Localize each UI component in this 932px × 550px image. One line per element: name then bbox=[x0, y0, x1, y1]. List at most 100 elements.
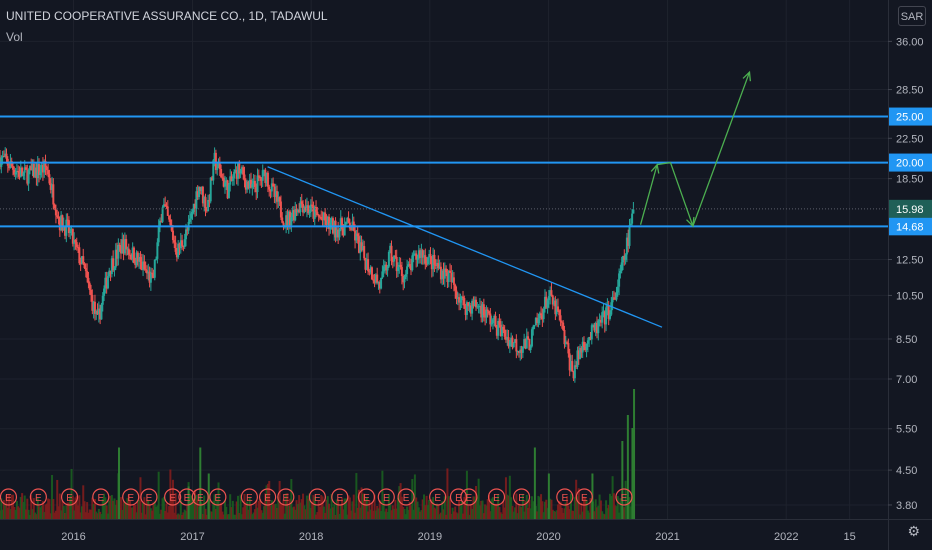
candle-body bbox=[395, 256, 398, 272]
volume-bar bbox=[204, 508, 207, 519]
volume-bar bbox=[138, 499, 141, 519]
volume-bar bbox=[173, 512, 176, 519]
volume-bar bbox=[403, 508, 406, 519]
earnings-circle bbox=[0, 488, 18, 506]
candle-body bbox=[294, 209, 297, 221]
candle-body bbox=[419, 250, 422, 258]
volume-bar bbox=[543, 501, 546, 519]
candle-body bbox=[514, 339, 517, 343]
volume-bar bbox=[529, 508, 532, 519]
volume-bar bbox=[359, 507, 362, 519]
candle-body bbox=[611, 297, 614, 303]
candle-body bbox=[370, 267, 373, 280]
candle-body bbox=[299, 201, 302, 213]
volume-bar bbox=[201, 514, 204, 519]
volume-bar bbox=[234, 514, 237, 519]
candle-body bbox=[88, 283, 91, 290]
volume-bar bbox=[395, 508, 398, 519]
candle-body bbox=[268, 186, 271, 190]
candle-body bbox=[84, 268, 87, 272]
volume-bar bbox=[490, 498, 493, 519]
drawings[interactable] bbox=[0, 70, 888, 328]
volume-bar bbox=[8, 494, 11, 519]
projection-arrow-head bbox=[686, 217, 695, 228]
candle-body bbox=[5, 153, 8, 159]
currency-button[interactable]: SAR bbox=[898, 6, 926, 26]
volume-bar bbox=[135, 512, 138, 519]
y-tick-label: 12.50 bbox=[896, 254, 924, 266]
candle-body bbox=[234, 169, 237, 172]
time-axis[interactable]: 2016 2017 2018 2019 2020 2021 2022 15 bbox=[0, 519, 932, 544]
candle-body bbox=[307, 205, 310, 214]
earnings-label: E bbox=[146, 493, 153, 504]
volume-bar bbox=[312, 495, 315, 519]
price-axis[interactable]: 3.80 4.50 5.50 7.00 8.50 10.50 12.50 18.50 22.50… bbox=[888, 0, 932, 550]
candle-body bbox=[355, 233, 358, 241]
candle-body bbox=[612, 297, 615, 299]
candle-body bbox=[449, 270, 452, 273]
volume-bar bbox=[462, 513, 465, 519]
y-tick-label: 18.50 bbox=[896, 174, 924, 186]
candle-body bbox=[142, 261, 145, 270]
candle-body bbox=[220, 168, 223, 178]
volume-bar bbox=[572, 510, 575, 519]
volume-bar bbox=[579, 514, 582, 519]
level-price-tag bbox=[889, 153, 932, 172]
volume-bar bbox=[235, 501, 238, 519]
x-tick-label: 2020 bbox=[536, 531, 560, 543]
volume-bar bbox=[437, 505, 440, 519]
volume-bar bbox=[329, 508, 332, 519]
candle-body bbox=[246, 181, 249, 190]
volume-bar bbox=[4, 503, 7, 519]
volume-indicator-label[interactable]: Vol bbox=[6, 30, 23, 44]
earnings-circle bbox=[240, 488, 258, 506]
volume-bar bbox=[445, 514, 448, 519]
candle-body bbox=[96, 311, 99, 315]
volume-bar bbox=[109, 495, 112, 519]
earnings-circle bbox=[92, 488, 110, 506]
volume-bar bbox=[74, 497, 77, 519]
volume-bar bbox=[328, 503, 331, 519]
candle-body bbox=[253, 180, 256, 187]
volume-bar bbox=[606, 508, 609, 519]
volume-bar bbox=[183, 509, 186, 519]
volume-bar bbox=[344, 498, 347, 519]
candle-body bbox=[393, 255, 396, 262]
volume-bar bbox=[339, 505, 342, 519]
candle-body bbox=[507, 337, 510, 347]
earnings-circle bbox=[122, 488, 140, 506]
volume-bar bbox=[420, 510, 423, 519]
volume-bar bbox=[447, 496, 450, 519]
gear-icon[interactable]: ⚙ bbox=[907, 523, 920, 539]
volume-bar bbox=[588, 512, 591, 519]
y-tick-label: 7.00 bbox=[896, 374, 917, 386]
candle-body bbox=[378, 281, 381, 289]
level-price-label: 14.68 bbox=[896, 221, 924, 233]
volume-bar bbox=[295, 500, 298, 519]
volume-bar bbox=[553, 510, 556, 519]
candle-body bbox=[480, 305, 483, 318]
volume-bar bbox=[220, 502, 223, 519]
candle-body bbox=[82, 256, 85, 264]
volume-bar bbox=[467, 505, 470, 519]
candle-body bbox=[439, 266, 442, 280]
candle-body bbox=[78, 247, 81, 264]
earnings-circle bbox=[277, 488, 295, 506]
candle-body bbox=[594, 323, 597, 331]
volume-bar bbox=[226, 514, 229, 519]
candle-body bbox=[623, 255, 626, 260]
candle-body bbox=[224, 182, 227, 187]
earnings-label: E bbox=[169, 493, 176, 504]
volume-bar bbox=[5, 494, 8, 519]
x-tick-label: 2021 bbox=[655, 531, 679, 543]
symbol-title[interactable]: UNITED COOPERATIVE ASSURANCE CO., 1D, TA… bbox=[6, 9, 328, 23]
volume-bar bbox=[91, 497, 94, 519]
candle-body bbox=[624, 254, 627, 260]
volume-bar bbox=[624, 480, 627, 519]
candle-body bbox=[131, 247, 134, 260]
volume-bar bbox=[434, 508, 437, 519]
candle-body bbox=[119, 245, 122, 254]
volume-bar bbox=[182, 512, 185, 519]
